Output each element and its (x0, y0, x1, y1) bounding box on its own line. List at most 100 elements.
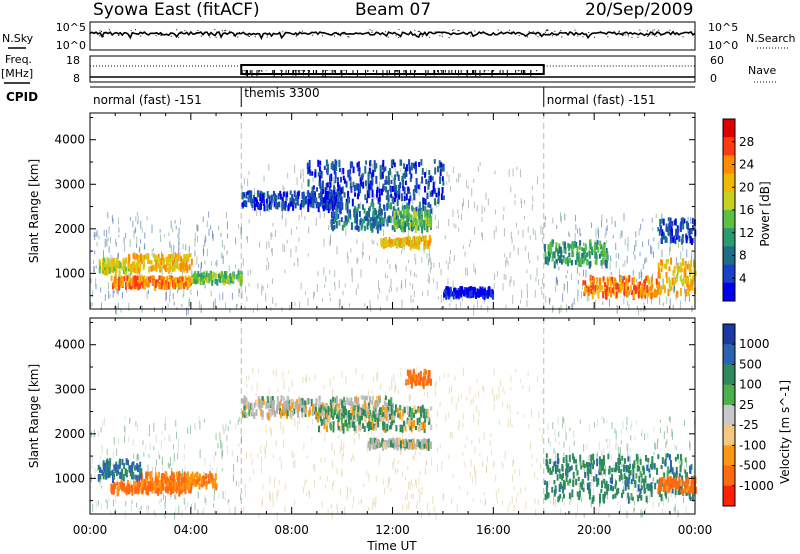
scatter-speck (622, 263, 624, 267)
scatter-speck (262, 286, 264, 291)
echo-mark (115, 469, 118, 477)
scatter-speck (357, 257, 359, 263)
echo-mark (250, 198, 253, 206)
scatter-speck (329, 292, 331, 297)
echo-mark (165, 283, 168, 291)
echo-mark (154, 280, 157, 289)
scatter-speck (468, 199, 470, 209)
scatter-speck (667, 497, 669, 504)
scatter-speck (439, 401, 441, 408)
echo-mark (424, 172, 427, 178)
echo-mark (289, 201, 292, 207)
echo-mark (161, 476, 164, 483)
echo-mark (243, 398, 246, 407)
scatter-speck (656, 440, 658, 449)
echo-mark (115, 265, 118, 273)
scatter-speck (457, 209, 459, 214)
scatter-speck (640, 223, 642, 230)
scatter-speck (201, 510, 203, 514)
scatter-speck (473, 178, 475, 184)
echo-mark (229, 276, 232, 284)
echo-mark (138, 474, 141, 481)
echo-mark (400, 214, 403, 222)
echo-mark (165, 472, 168, 479)
scatter-speck (556, 488, 558, 493)
echo-mark (689, 265, 692, 270)
scatter-speck (333, 480, 335, 486)
scatter-speck (278, 479, 280, 485)
scatter-speck (412, 484, 414, 488)
echo-mark (303, 201, 306, 206)
scatter-speck (650, 460, 652, 466)
scatter-speck (511, 474, 513, 482)
scatter-speck (232, 475, 234, 482)
scatter-speck (601, 262, 603, 269)
scatter-speck (540, 286, 542, 291)
scatter-speck (123, 237, 125, 244)
echo-mark (173, 484, 176, 492)
echo-mark (136, 275, 139, 281)
scatter-speck (620, 230, 622, 235)
scatter-speck (482, 460, 484, 467)
scatter-speck (415, 480, 417, 488)
echo-mark (481, 291, 484, 296)
scatter-speck (610, 271, 612, 276)
echo-mark (128, 281, 131, 290)
scatter-speck (348, 201, 350, 206)
echo-mark (407, 188, 410, 194)
echo-mark (592, 291, 595, 296)
noise-search-dot (96, 33, 98, 35)
echo-mark (126, 459, 129, 466)
echo-mark (335, 220, 338, 229)
scatter-speck (202, 248, 204, 257)
scatter-speck (507, 419, 509, 428)
scatter-speck (272, 454, 274, 458)
echo-mark (417, 211, 420, 218)
scatter-speck (484, 300, 486, 304)
scatter-speck (291, 380, 293, 388)
scatter-speck (552, 217, 554, 224)
scatter-speck (493, 462, 495, 467)
echo-mark (345, 221, 348, 226)
echo-mark (331, 161, 334, 169)
echo-mark (393, 197, 396, 202)
echo-mark (610, 290, 613, 298)
scatter-speck (103, 229, 105, 237)
echo-mark (307, 166, 310, 175)
scatter-speck (250, 453, 252, 458)
echo-mark (693, 268, 696, 276)
noise-search-dot (387, 36, 389, 38)
echo-mark (423, 210, 426, 218)
scatter-speck (354, 427, 356, 437)
echo-mark (172, 480, 175, 485)
echo-mark (265, 401, 268, 409)
scatter-speck (203, 418, 205, 423)
echo-mark (671, 220, 674, 227)
scatter-speck (341, 370, 343, 378)
echo-mark (113, 267, 116, 272)
scatter-speck (108, 246, 110, 253)
scatter-speck (671, 431, 673, 440)
scatter-speck (197, 224, 199, 232)
echo-mark (690, 229, 693, 235)
scatter-speck (473, 304, 475, 309)
echo-mark (362, 404, 365, 412)
noise-search-dot (688, 32, 690, 34)
echo-mark (113, 481, 116, 489)
echo-mark (144, 484, 147, 490)
echo-mark (647, 290, 650, 297)
scatter-speck (112, 218, 114, 225)
scatter-speck (136, 424, 138, 431)
scatter-speck (93, 231, 95, 238)
echo-mark (415, 219, 418, 226)
echo-mark (577, 260, 580, 267)
echo-mark (112, 263, 115, 269)
scatter-speck (391, 171, 393, 179)
echo-mark (623, 282, 626, 289)
echo-mark (420, 216, 423, 222)
scatter-speck (655, 213, 657, 219)
noise-search-dot (453, 29, 455, 31)
scatter-speck (181, 304, 183, 308)
scatter-speck (194, 232, 196, 241)
scatter-speck (295, 245, 297, 253)
